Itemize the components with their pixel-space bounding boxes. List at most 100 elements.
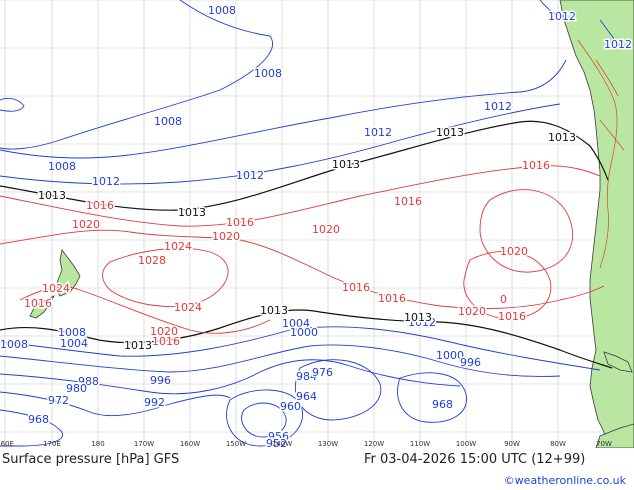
isobar-label-halo: 972: [48, 394, 69, 407]
isobar-lines: [0, 0, 621, 447]
isobar-label-red: 1016: [378, 292, 406, 305]
isobar-label-halo: 1004: [282, 317, 310, 330]
isobar-label-halo: 1020: [458, 305, 486, 318]
isobar-label-blue: 1012: [548, 10, 576, 23]
isobar-label-blue: 980: [66, 382, 87, 395]
isobar-label-blue: 1004: [60, 337, 88, 350]
isobar-label-halo: 980: [66, 382, 87, 395]
isobar-line: [0, 59, 567, 159]
isobar-label-red: 1016: [522, 159, 550, 172]
isobar-line: [241, 402, 287, 438]
isobar-label-blue: 996: [150, 374, 171, 387]
isobar-line: [0, 229, 605, 309]
isobar-label-halo: 1020: [72, 218, 100, 231]
isobar-label-halo: 1008: [58, 326, 86, 339]
isobar-label-blue: 968: [28, 413, 49, 426]
longitude-tick-label: 80W: [550, 440, 566, 448]
pressure-map: 1008 1008 1008 1008 1008 1008 1008 1008 1012 1012…: [0, 0, 634, 448]
isobar-label-halo: 1008: [254, 67, 282, 80]
isobar-label-red: 1020: [150, 325, 178, 338]
isobar-label-blue: 1012: [408, 316, 436, 329]
isobar-label-halo: 1008: [154, 115, 182, 128]
longitude-tick-label: 130W: [318, 440, 338, 448]
isobar-label-halo: 1020: [500, 245, 528, 258]
isobar-label-black: 1013: [38, 189, 66, 202]
map-footer: Surface pressure [hPa] GFS Fr 03-04-2026…: [0, 448, 634, 490]
isobar-line: [0, 344, 561, 377]
isobar-label-halo: 1016: [378, 292, 406, 305]
isobar-label-halo: 1013: [124, 339, 152, 352]
longitude-tick-label: 90W: [504, 440, 520, 448]
isobar-label-blue: 1000: [290, 326, 318, 339]
isobar-label-halo: 1012: [604, 38, 632, 51]
isobar-label-halo: 1016: [394, 195, 422, 208]
isobar-label-red: 0: [500, 293, 507, 306]
isobar-label-halo: 1013: [38, 189, 66, 202]
isobar-label-red: 1020: [500, 245, 528, 258]
isobar-label-red: 1028: [138, 254, 166, 267]
isobar-label-blue: 960: [280, 400, 301, 413]
isobar-label-blue: 1012: [364, 126, 392, 139]
isobar-label-blue: 1008: [154, 115, 182, 128]
isobar-label-halo: 1024: [42, 282, 70, 295]
isobar-label-halo: 1012: [236, 169, 264, 182]
longitude-tick-label: 140W: [272, 440, 292, 448]
isobar-label-halo: 956: [268, 430, 289, 443]
isobar-label-halo: 1000: [290, 326, 318, 339]
isobar-line: [0, 120, 609, 211]
longitude-tick-label: 110W: [410, 440, 430, 448]
isobar-line: [0, 309, 613, 369]
isobar-label-blue: 1012: [604, 38, 632, 51]
isobar-label-blue: 976: [312, 366, 333, 379]
isobar-label-red: 1016: [24, 297, 52, 310]
isobar-line: [479, 189, 574, 273]
isobar-label-halo: 1013: [332, 158, 360, 171]
tierra-del-fuego: [603, 351, 633, 373]
isobar-labels: 1008100810081008100810081008100810121012…: [0, 3, 634, 449]
isobar-line: [463, 250, 552, 320]
longitude-tick-label: 180: [91, 440, 104, 448]
isobar-line: [0, 391, 231, 417]
isobar-label-red: 1020: [458, 305, 486, 318]
isobar-label-halo: 1008: [208, 4, 236, 17]
isobar-label-halo: 1016: [498, 310, 526, 323]
isobar-label-halo: 1012: [484, 100, 512, 113]
isobar-label-blue: 1008: [0, 338, 28, 351]
isobar-label-halo: 1013: [436, 126, 464, 139]
isobar-label-halo: 968: [28, 413, 49, 426]
isobar-label-black: 1013: [332, 158, 360, 171]
source-credit[interactable]: ©weatheronline.co.uk: [503, 474, 626, 487]
isobar-label-blue: 968: [432, 398, 453, 411]
isobar-label-halo: 1024: [164, 240, 192, 253]
isobar-label-blue: 1012: [484, 100, 512, 113]
isobar-label-halo: 1020: [212, 230, 240, 243]
isobar-label-halo: 1013: [178, 206, 206, 219]
isobar-label-halo: 1028: [138, 254, 166, 267]
isobar-line: [0, 103, 561, 185]
new-zealand-north-island: [55, 249, 81, 297]
longitude-tick-label: 120W: [364, 440, 384, 448]
isobar-label-halo: 1012: [92, 175, 120, 188]
isobar-label-halo: 1016: [152, 335, 180, 348]
isobar-label-halo: 1020: [150, 325, 178, 338]
isobar-label-halo: 1024: [174, 301, 202, 314]
isobar-line: [599, 19, 621, 47]
isobar-label-halo: 976: [312, 366, 333, 379]
isobar-label-blue: 996: [460, 356, 481, 369]
isobar-line: [0, 409, 63, 447]
isobar-line: [397, 372, 467, 423]
longitude-tick-label: 170E: [43, 440, 61, 448]
isobar-label-halo: 1012: [408, 316, 436, 329]
isobar-line: [19, 286, 271, 334]
isobar-label-blue: 1012: [92, 175, 120, 188]
isobar-label-halo: 1012: [364, 126, 392, 139]
longitude-tick-label: 100W: [456, 440, 476, 448]
longitude-tick-label: 160W: [180, 440, 200, 448]
isobar-label-blue: 964: [296, 390, 317, 403]
isobar-line: [102, 247, 229, 307]
isobar-label-halo: 0: [500, 293, 507, 306]
isobar-label-halo: 1008: [48, 160, 76, 173]
land-layer: [29, 0, 634, 448]
isobar-label-halo: 964: [296, 390, 317, 403]
land-relief: [577, 39, 625, 269]
